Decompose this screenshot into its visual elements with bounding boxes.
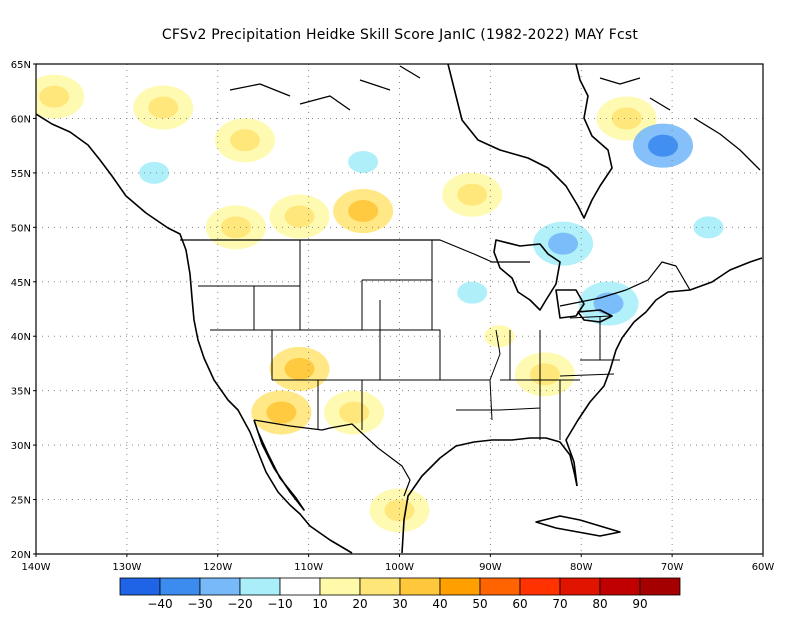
colorbar-label: 90	[632, 597, 647, 611]
colorbar-swatch	[159, 577, 201, 596]
colorbar-swatch	[199, 577, 241, 596]
colorbar-label: 10	[312, 597, 327, 611]
mexico-border	[253, 419, 411, 497]
skill-patch-core	[648, 134, 679, 157]
atlantic-coastline	[565, 257, 763, 487]
colorbar-label: −20	[227, 597, 252, 611]
skill-patch-core	[230, 129, 261, 152]
colorbar-label: 50	[472, 597, 487, 611]
great-lakes	[493, 239, 613, 323]
colorbar-swatch	[559, 577, 601, 596]
colorbar-label: −30	[187, 597, 212, 611]
latitude-tick-label: 65N	[11, 60, 31, 71]
baja-california	[253, 419, 305, 511]
longitude-tick-label: 120W	[203, 562, 232, 573]
latitude-tick-label: 20N	[11, 550, 31, 561]
skill-patch-core	[348, 151, 379, 173]
colorbar-label: 80	[592, 597, 607, 611]
skill-patch-core	[139, 161, 170, 184]
latitude-labels: 65N 60N 55N 50N 45N 40N 35N 30N 25N 20N	[11, 60, 36, 561]
skill-patch-core	[611, 107, 642, 130]
skill-patch-core	[266, 401, 297, 424]
skill-patch-core	[457, 281, 488, 304]
colorbar-swatch	[479, 577, 521, 596]
colorbar-swatch	[639, 577, 681, 596]
colorbar-swatch	[319, 577, 361, 596]
colorbar-swatch	[399, 577, 441, 596]
longitude-tick-label: 70W	[661, 562, 684, 573]
lat-lon-grid	[36, 64, 763, 554]
colorbar: −40 −30 −20 −10 10 20 30 40 50 60 70 80 90	[119, 577, 681, 611]
colorbar-swatch	[119, 577, 161, 596]
skill-patch-core	[284, 357, 315, 380]
plot-title: CFSv2 Precipitation Heidke Skill Score J…	[161, 27, 639, 43]
colorbar-label: −40	[147, 597, 172, 611]
colorbar-swatch	[239, 577, 281, 596]
hudson-bay-coastline	[447, 64, 613, 219]
longitude-tick-label: 110W	[294, 562, 323, 573]
latitude-tick-label: 55N	[11, 169, 31, 180]
colorbar-label: 60	[512, 597, 527, 611]
longitude-tick-label: 130W	[112, 562, 141, 573]
colorbar-swatch	[279, 577, 321, 596]
cuba	[535, 515, 621, 537]
longitude-tick-label: 140W	[22, 562, 51, 573]
colorbar-label: −10	[267, 597, 292, 611]
skill-score-shading	[36, 74, 739, 533]
latitude-tick-label: 35N	[11, 387, 31, 398]
latitude-tick-label: 50N	[11, 223, 31, 234]
latitude-tick-label: 60N	[11, 114, 31, 125]
arctic-islands	[229, 65, 761, 171]
skill-patch-core	[284, 205, 315, 228]
skill-patch-core	[457, 183, 488, 206]
longitude-tick-label: 100W	[385, 562, 414, 573]
gulf-coastline	[401, 437, 578, 554]
skill-patch-core	[529, 363, 560, 386]
skill-patch-core	[148, 96, 179, 119]
colorbar-swatch	[599, 577, 641, 596]
latitude-tick-label: 25N	[11, 496, 31, 507]
colorbar-swatch	[439, 577, 481, 596]
skill-patch-core	[484, 325, 515, 348]
colorbar-swatch	[519, 577, 561, 596]
state-borders	[198, 240, 620, 440]
colorbar-swatch	[359, 577, 401, 596]
longitude-labels: 140W 130W 120W 110W 100W 90W 80W 70W 60W	[22, 554, 775, 573]
longitude-tick-label: 80W	[570, 562, 593, 573]
latitude-tick-label: 40N	[11, 332, 31, 343]
skill-patch-core	[548, 232, 579, 255]
colorbar-label: 40	[432, 597, 447, 611]
longitude-tick-label: 60W	[752, 562, 775, 573]
skill-patch-core	[339, 401, 370, 424]
colorbar-label: 30	[392, 597, 407, 611]
longitude-tick-label: 90W	[479, 562, 502, 573]
canada-us-border	[180, 239, 691, 307]
colorbar-label: 70	[552, 597, 567, 611]
latitude-tick-label: 45N	[11, 278, 31, 289]
coastlines-and-borders	[36, 64, 763, 554]
pacific-coastline	[36, 113, 353, 554]
colorbar-label: 20	[352, 597, 367, 611]
skill-patch-core	[39, 85, 70, 108]
latitude-tick-label: 30N	[11, 441, 31, 452]
skill-patch-core	[220, 216, 251, 239]
skill-patch-core	[348, 200, 379, 222]
